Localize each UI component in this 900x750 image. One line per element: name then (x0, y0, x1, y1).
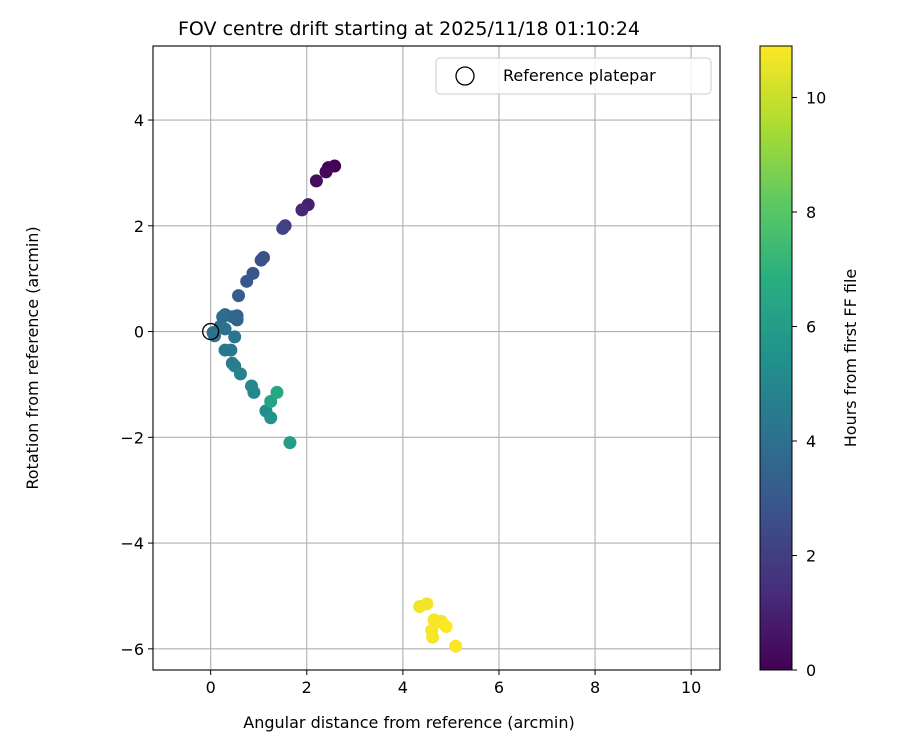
colorbar-tick-label: 0 (806, 661, 816, 680)
data-point (449, 639, 463, 653)
data-point (240, 274, 254, 288)
data-point (232, 289, 246, 303)
data-point (228, 330, 242, 344)
x-tick-label: 4 (398, 678, 408, 697)
legend-marker-open-circle (455, 66, 475, 86)
colorbar-tick-label: 2 (806, 547, 816, 566)
colorbar: 0 2 4 6 8 10 Hours from first FF file (759, 45, 860, 680)
y-axis-label: Rotation from reference (arcmin) (23, 226, 42, 489)
x-axis-label: Angular distance from reference (arcmin) (243, 713, 574, 732)
y-tick-label: −6 (120, 640, 144, 659)
data-point (426, 630, 440, 644)
y-tick-label: 2 (134, 217, 144, 236)
colorbar-tick-label: 8 (806, 203, 816, 222)
colorbar-tick-label: 10 (806, 89, 826, 108)
y-tick-label: −4 (120, 534, 144, 553)
chart-title: FOV centre drift starting at 2025/11/18 … (178, 18, 640, 40)
data-point (224, 343, 238, 357)
data-point (420, 597, 434, 611)
legend: Reference platepar (435, 57, 712, 95)
y-tick-label: 4 (134, 111, 144, 130)
data-point (233, 367, 247, 381)
x-tick-label: 6 (494, 678, 504, 697)
x-tick-label: 2 (302, 678, 312, 697)
data-point (295, 203, 309, 217)
colorbar-gradient (759, 45, 793, 671)
x-tick-label: 0 (206, 678, 216, 697)
y-tick-label: −2 (120, 428, 144, 447)
x-axis-ticks: 0 2 4 6 8 10 (206, 670, 701, 697)
x-tick-label: 8 (590, 678, 600, 697)
data-point (276, 221, 290, 235)
data-point (309, 174, 323, 188)
data-point (247, 385, 261, 399)
data-point (270, 385, 284, 399)
plot-frame (152, 45, 721, 671)
y-tick-label: 0 (134, 323, 144, 342)
y-axis-ticks: −6 −4 −2 0 2 4 (120, 111, 153, 659)
x-tick-label: 10 (681, 678, 701, 697)
colorbar-tick-label: 4 (806, 432, 816, 451)
grid (153, 46, 720, 670)
data-point (283, 436, 297, 450)
colorbar-ticks: 0 2 4 6 8 10 (792, 89, 826, 680)
colorbar-tick-label: 6 (806, 318, 816, 337)
data-point (218, 322, 232, 336)
data-point (264, 411, 278, 425)
data-point (319, 165, 333, 179)
legend-box (435, 57, 712, 95)
data-point (254, 253, 268, 267)
legend-label: Reference platepar (503, 66, 656, 85)
data-points (206, 159, 463, 653)
reference-platepar-marker (202, 322, 220, 341)
colorbar-label: Hours from first FF file (841, 269, 860, 448)
data-point (439, 620, 453, 634)
